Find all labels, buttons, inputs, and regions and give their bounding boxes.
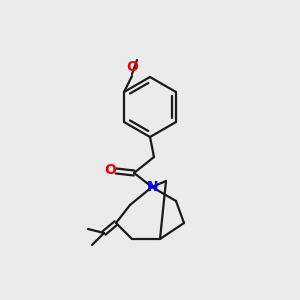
Text: O: O [126,60,138,74]
Text: O: O [104,163,116,177]
Text: N: N [147,180,159,194]
